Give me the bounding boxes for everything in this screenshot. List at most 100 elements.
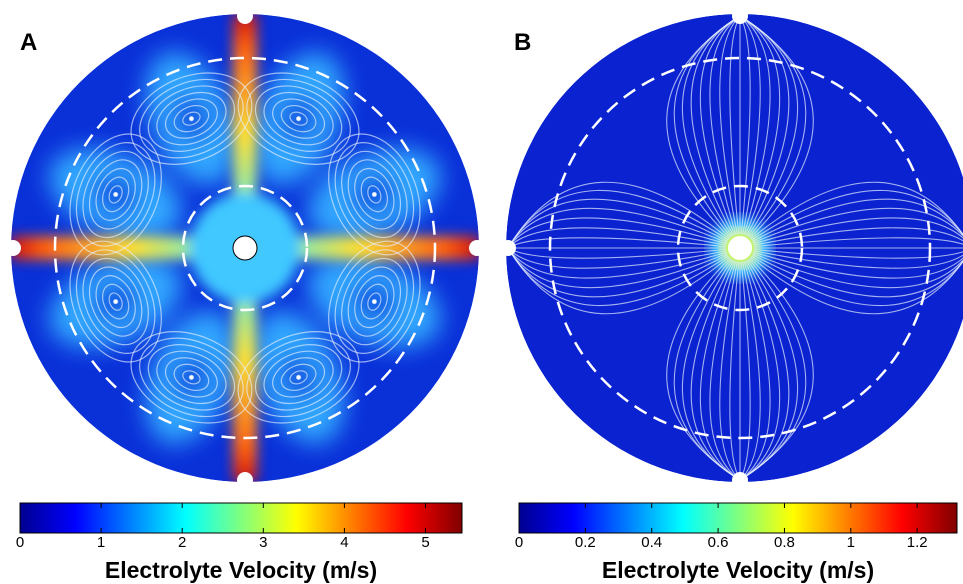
streamline [102, 176, 130, 213]
streamline [360, 283, 388, 320]
streamline [130, 331, 253, 424]
streamline [507, 198, 728, 249]
streamline [739, 15, 781, 236]
streamline [507, 181, 730, 249]
jet [11, 236, 231, 260]
streamline [719, 15, 741, 235]
streamline [507, 247, 727, 279]
streamline [739, 260, 790, 481]
streamline [739, 15, 771, 235]
inlets [5, 8, 752, 488]
streamline [272, 357, 326, 398]
streamline [156, 91, 227, 146]
streamline [263, 91, 334, 146]
tick-label: 0.6 [708, 534, 729, 551]
streamline [739, 260, 781, 481]
streamline [690, 260, 741, 481]
streamline [354, 167, 395, 221]
vortex-center [113, 191, 119, 198]
streamline [88, 159, 143, 230]
streamline [507, 247, 727, 269]
streamline [108, 185, 123, 204]
colorbar-title: Electrolyte Velocity (m/s) [105, 557, 377, 583]
streamline [729, 15, 741, 235]
streamline [289, 370, 308, 385]
streamline [82, 150, 149, 239]
streamline [156, 350, 227, 405]
streamline [367, 185, 382, 204]
streamline [341, 150, 408, 239]
vortex-center [295, 116, 302, 122]
streamline [280, 105, 317, 133]
streamline [289, 111, 308, 126]
streamline [666, 257, 741, 481]
streamline [507, 207, 728, 249]
streamline [729, 261, 741, 481]
colorbar [19, 502, 463, 534]
jet [259, 236, 479, 260]
streamline [507, 247, 727, 259]
streamline [367, 292, 382, 311]
streamline [328, 240, 421, 363]
streamline [739, 15, 761, 235]
streamline [237, 72, 360, 165]
streamline [507, 227, 727, 249]
streamline [699, 260, 741, 481]
streamline [752, 207, 963, 249]
streamline [739, 15, 751, 235]
streamline [334, 142, 415, 247]
streamline [507, 217, 727, 249]
streamline [347, 266, 402, 337]
vortex-center [371, 298, 377, 305]
streamline [739, 261, 751, 481]
streamline [739, 259, 799, 481]
panel-label: A [20, 29, 37, 56]
streamline [164, 357, 218, 398]
streamline [347, 159, 402, 230]
tick-label: 1.2 [907, 534, 928, 551]
streamline [328, 133, 421, 256]
tick-label: 5 [421, 534, 429, 551]
tick-label: 0.8 [774, 534, 795, 551]
streamline [753, 247, 963, 269]
streamline [88, 266, 143, 337]
streamline [95, 167, 136, 221]
streamline [752, 198, 963, 249]
streamline [753, 217, 963, 249]
tick-label: 4 [340, 534, 348, 551]
streamline [360, 176, 388, 213]
streamline [69, 133, 162, 256]
streamline [739, 261, 771, 481]
tick-label: 2 [178, 534, 186, 551]
panel-label: B [514, 29, 531, 56]
streamline [263, 350, 334, 405]
streamline [753, 247, 963, 259]
streamline [739, 261, 761, 481]
streamline [254, 85, 343, 152]
vortex-center [113, 298, 119, 305]
streamline [272, 98, 326, 139]
streamline [753, 247, 963, 279]
streamline [95, 275, 136, 329]
streamline [507, 237, 727, 249]
tick-label: 1 [97, 534, 105, 551]
streamline [699, 15, 741, 236]
streamline [719, 261, 741, 481]
vortex-center [188, 374, 195, 380]
tick-label: 0 [515, 534, 523, 551]
streamline [147, 344, 236, 411]
streamline [82, 257, 149, 346]
streamline [690, 15, 741, 236]
streamline [709, 15, 741, 235]
streamline [507, 247, 728, 298]
tick-label: 0 [16, 534, 24, 551]
streamline [681, 15, 741, 237]
streamline [173, 105, 210, 133]
streamline [280, 363, 317, 391]
streamline [147, 85, 236, 152]
streamline [246, 337, 351, 418]
streamline [752, 247, 963, 298]
streamline [75, 249, 156, 354]
streamline [709, 261, 741, 481]
